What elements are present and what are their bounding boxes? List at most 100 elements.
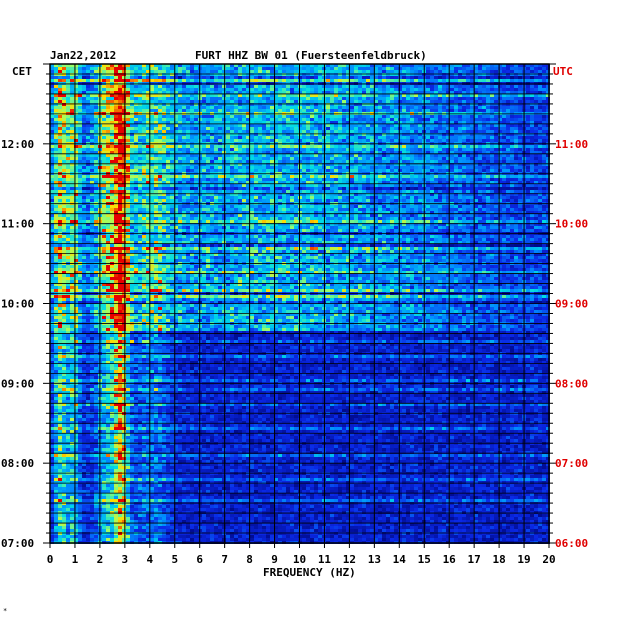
spectrogram-cell [486,82,490,85]
spectrogram-cell [246,127,250,130]
spectrogram-cell [394,79,398,82]
spectrogram-cell [146,94,150,97]
spectrogram-cell [374,160,378,163]
spectrogram-cell [238,64,242,67]
spectrogram-cell [162,157,166,160]
spectrogram-cell [418,79,422,82]
spectrogram-cell [414,100,418,103]
spectrogram-cell [362,76,366,79]
spectrogram-cell [114,166,118,169]
spectrogram-cell [306,73,310,76]
spectrogram-cell [374,121,378,124]
spectrogram-cell [494,118,498,121]
spectrogram-cell [102,85,106,88]
spectrogram-cell [426,154,430,157]
spectrogram-cell [150,148,154,151]
spectrogram-cell [158,106,162,109]
spectrogram-cell [458,64,462,67]
spectrogram-cell [218,175,222,178]
spectrogram-cell [446,103,450,106]
spectrogram-cell [150,121,154,124]
spectrogram-cell [346,115,350,118]
spectrogram-cell [190,109,194,112]
spectrogram-cell [138,166,142,169]
spectrogram-cell [310,79,314,82]
spectrogram-cell [114,64,118,67]
spectrogram-cell [202,82,206,85]
spectrogram-cell [506,109,510,112]
spectrogram-cell [370,76,374,79]
spectrogram-cell [526,118,530,121]
spectrogram-cell [74,94,78,97]
spectrogram-cell [90,94,94,97]
spectrogram-cell [58,94,62,97]
spectrogram-cell [402,124,406,127]
spectrogram-cell [278,106,282,109]
spectrogram-cell [218,136,222,139]
spectrogram-cell [466,133,470,136]
spectrogram-cell [210,181,214,184]
spectrogram-cell [230,76,234,79]
spectrogram-cell [58,103,62,106]
spectrogram-cell [190,85,194,88]
spectrogram-cell [170,97,174,100]
spectrogram-cell [226,160,230,163]
spectrogram-cell [510,163,514,166]
spectrogram-cell [154,151,158,154]
spectrogram-cell [58,175,62,178]
spectrogram-cell [262,151,266,154]
spectrogram-cell [182,76,186,79]
spectrogram-cell [478,133,482,136]
spectrogram-cell [310,118,314,121]
spectrogram-cell [514,94,518,97]
spectrogram-cell [534,160,538,163]
spectrogram-cell [62,181,66,184]
spectrogram-cell [234,151,238,154]
spectrogram-cell [454,103,458,106]
spectrogram-cell [182,100,186,103]
spectrogram-cell [290,148,294,151]
spectrogram-cell [58,100,62,103]
spectrogram-cell [254,76,258,79]
spectrogram-cell [254,130,258,133]
spectrogram-cell [530,175,534,178]
spectrogram-cell [50,163,54,166]
spectrogram-cell [278,139,282,142]
spectrogram-cell [390,124,394,127]
spectrogram-cell [290,169,294,172]
spectrogram-cell [382,133,386,136]
spectrogram-cell [510,160,514,163]
spectrogram-cell [302,178,306,181]
spectrogram-cell [410,91,414,94]
spectrogram-cell [146,91,150,94]
spectrogram-cell [242,121,246,124]
spectrogram-cell [306,136,310,139]
spectrogram-cell [118,181,122,184]
spectrogram-cell [466,151,470,154]
spectrogram-cell [398,145,402,148]
right-axis-label-utc: UTC [553,65,573,78]
spectrogram-cell [474,79,478,82]
spectrogram-cell [374,70,378,73]
spectrogram-cell [246,130,250,133]
spectrogram-cell [190,130,194,133]
spectrogram-cell [526,115,530,118]
spectrogram-cell [334,82,338,85]
spectrogram-cell [178,94,182,97]
spectrogram-cell [234,130,238,133]
spectrogram-cell [358,73,362,76]
spectrogram-cell [146,82,150,85]
spectrogram-cell [266,157,270,160]
spectrogram-cell [446,91,450,94]
spectrogram-cell [370,154,374,157]
spectrogram-cell [314,106,318,109]
spectrogram-cell [58,109,62,112]
spectrogram-cell [270,97,274,100]
spectrogram-cell [530,148,534,151]
spectrogram-cell [50,70,54,73]
spectrogram-cell [294,154,298,157]
spectrogram-cell [450,181,454,184]
spectrogram-cell [102,124,106,127]
spectrogram-cell [482,169,486,172]
